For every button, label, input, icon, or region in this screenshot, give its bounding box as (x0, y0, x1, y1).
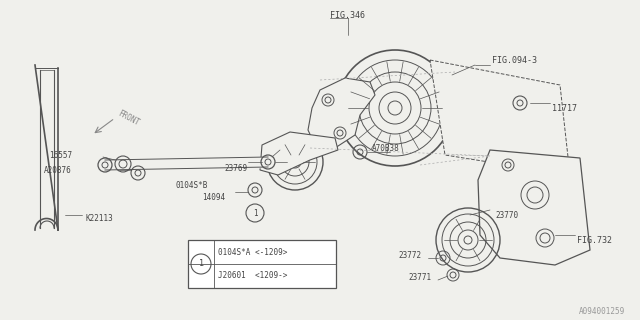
Text: 23770: 23770 (495, 211, 518, 220)
Text: 1: 1 (253, 209, 257, 218)
Text: 23771: 23771 (409, 274, 432, 283)
Text: K22113: K22113 (85, 213, 113, 222)
Text: 16557: 16557 (49, 150, 72, 159)
Text: 1: 1 (198, 260, 204, 268)
Text: 0104S*A <-1209>: 0104S*A <-1209> (218, 247, 287, 257)
Polygon shape (308, 78, 375, 148)
Text: 14094: 14094 (202, 193, 225, 202)
Text: A70B38: A70B38 (372, 143, 400, 153)
Text: A094001259: A094001259 (579, 308, 625, 316)
Text: 23772: 23772 (399, 252, 422, 260)
Polygon shape (260, 132, 338, 175)
Text: A20876: A20876 (44, 165, 72, 174)
Bar (188, 240, 336, 288)
Polygon shape (430, 60, 570, 175)
Text: 11717: 11717 (552, 103, 577, 113)
Text: FIG.094-3: FIG.094-3 (492, 55, 537, 65)
Text: FRONT: FRONT (116, 109, 141, 128)
Text: FIG.732: FIG.732 (577, 236, 612, 244)
Text: 0104S*B: 0104S*B (175, 180, 208, 189)
Text: J20601  <1209->: J20601 <1209-> (218, 271, 287, 281)
Polygon shape (478, 150, 590, 265)
Text: FIG.346: FIG.346 (330, 11, 365, 20)
Text: 23769: 23769 (225, 164, 248, 172)
